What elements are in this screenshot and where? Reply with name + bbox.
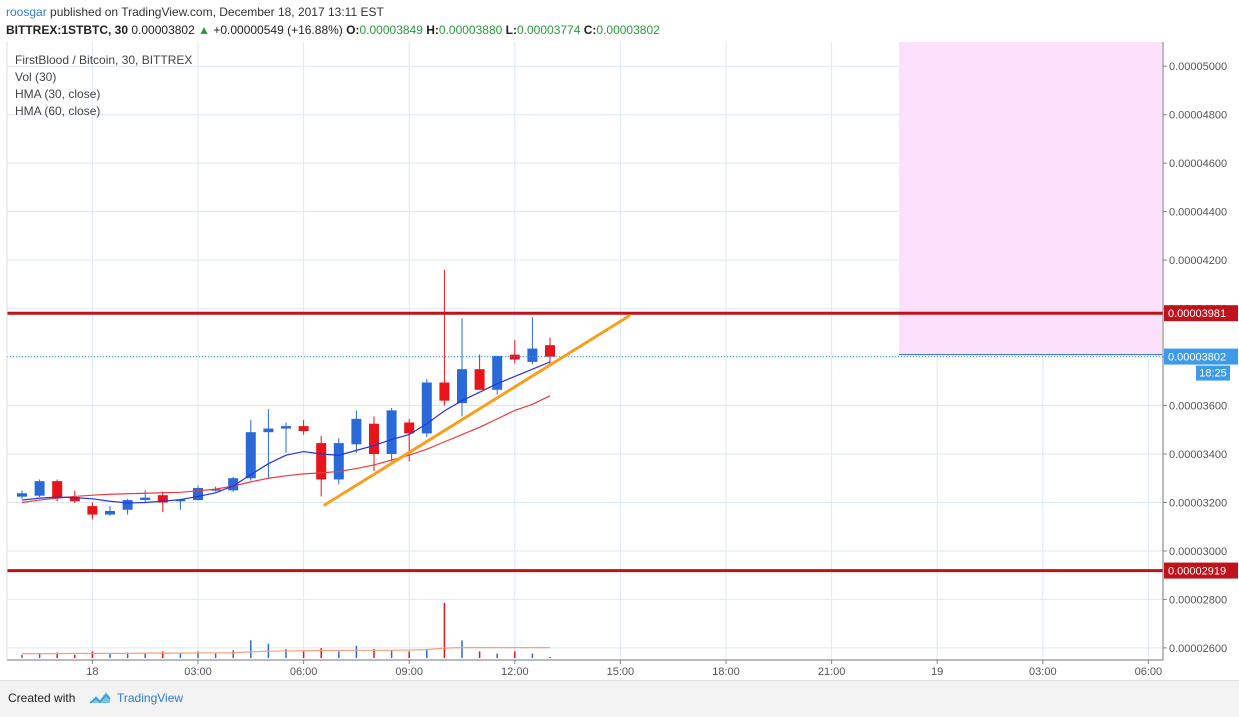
candle-body — [69, 497, 80, 502]
candle-body — [175, 499, 186, 502]
candle-body — [87, 506, 98, 515]
publish-text: published on TradingView.com, December 1… — [50, 5, 384, 19]
candle-body — [140, 497, 151, 501]
candle-body — [105, 510, 115, 515]
candle-body — [17, 493, 27, 497]
y-tick-label: 0.00004800 — [1169, 110, 1227, 122]
candle-body — [457, 369, 467, 404]
chart-overlays — [7, 311, 1163, 573]
symbol-label: BITTREX:1STBTC, 30 — [6, 23, 129, 37]
volume-ma-line — [22, 647, 550, 655]
candle-body — [439, 382, 450, 401]
y-tick-label: 0.00005000 — [1169, 61, 1227, 73]
trendline — [323, 314, 631, 507]
volume-bars — [21, 603, 551, 658]
x-tick-label: 19 — [931, 666, 943, 678]
countdown-label: 18:25 — [1199, 368, 1227, 380]
close-label: C: — [583, 23, 597, 37]
candle-body — [316, 443, 327, 480]
y-tick-label: 0.00003200 — [1169, 497, 1227, 509]
tradingview-logo-icon[interactable] — [88, 689, 112, 707]
hma-60-line — [21, 395, 551, 504]
legend-hma30: HMA (30, close) — [15, 87, 101, 101]
y-tick-label: 0.00003400 — [1169, 449, 1227, 461]
y-tick-label: 0.00003000 — [1169, 546, 1227, 558]
candlesticks — [17, 269, 555, 520]
candle-body — [404, 422, 415, 434]
x-tick-label: 03:00 — [184, 666, 212, 678]
y-tick-label: 0.00003600 — [1169, 401, 1227, 413]
y-tick-label: 0.00004200 — [1169, 255, 1227, 267]
candle-body — [527, 348, 538, 362]
tradingview-brand-link[interactable]: TradingView — [117, 691, 184, 705]
legend-hma60: HMA (60, close) — [15, 104, 101, 118]
resistance-price-label: 0.00003981 — [1168, 308, 1226, 320]
resistance-price-label-bg — [1164, 305, 1238, 322]
x-tick-label: 03:00 — [1029, 666, 1057, 678]
x-tick-label: 15:00 — [607, 666, 635, 678]
candle-body — [263, 428, 274, 433]
candle-body — [545, 345, 555, 357]
candle-body — [351, 418, 362, 445]
candle-body — [281, 426, 291, 429]
support-price-label: 0.00002919 — [1168, 566, 1226, 578]
header-bar: roosgar published on TradingView.com, De… — [0, 0, 1239, 40]
low-value: 0.00003774 — [516, 23, 581, 37]
x-tick-label: 21:00 — [818, 666, 846, 678]
y-tick-label: 0.00004400 — [1169, 207, 1227, 219]
y-tick-label: 0.00004600 — [1169, 158, 1227, 170]
target-zone-rect — [899, 42, 1162, 355]
price-change: +0.00000549 (+16.88%) — [213, 23, 343, 37]
candle-body — [421, 382, 432, 434]
countdown-bg — [1196, 365, 1230, 381]
candle-body — [369, 423, 379, 454]
x-tick-label: 18 — [86, 666, 98, 678]
x-tick-label: 18:00 — [712, 666, 740, 678]
candle-body — [474, 369, 485, 390]
candle-body — [228, 478, 239, 491]
author-link[interactable]: roosgar — [6, 5, 47, 19]
candle-body — [386, 410, 397, 454]
candle-body — [245, 432, 256, 479]
x-tick-label: 09:00 — [395, 666, 423, 678]
current-price-label: 0.00003802 — [1168, 352, 1226, 364]
target-zone — [899, 42, 1162, 355]
created-with-text: Created with — [8, 691, 76, 705]
current-price-label-bg — [1164, 348, 1238, 365]
candle-body — [492, 355, 503, 390]
chart-axes: 0.00002600 0.00002800 0.00003000 0.00003200… — [6, 42, 1238, 678]
low-label: L: — [505, 23, 517, 37]
candle-body — [210, 489, 221, 491]
y-tick-label: 0.00002800 — [1169, 594, 1227, 606]
chart-legend: FirstBlood / Bitcoin, 30, BITTREX Vol (3… — [15, 52, 192, 120]
footer-bar: Created with TradingView — [0, 680, 1239, 717]
hma-30-line — [21, 361, 551, 504]
legend-title: FirstBlood / Bitcoin, 30, BITTREX — [15, 53, 193, 67]
legend-volume: Vol (30) — [15, 70, 57, 84]
close-value: 0.00003802 — [596, 23, 660, 37]
open-label: O: — [346, 23, 360, 37]
candle-body — [333, 443, 344, 480]
candle-body — [52, 481, 63, 499]
support-price-label-bg — [1164, 562, 1238, 579]
high-label: H: — [426, 23, 439, 37]
ohlc-line: BITTREX:1STBTC, 30 0.00003802 ▲ +0.00000… — [6, 23, 660, 37]
candle-body — [34, 481, 45, 496]
publish-line: roosgar published on TradingView.com, De… — [6, 5, 384, 19]
up-arrow-icon: ▲ — [198, 23, 210, 37]
x-tick-label: 12:00 — [501, 666, 529, 678]
candle-body — [122, 500, 133, 510]
candle-body — [298, 426, 309, 431]
price-chart[interactable]: 0.00002600 0.00002800 0.00003000 0.00003200… — [0, 0, 1239, 680]
high-value: 0.00003880 — [438, 23, 503, 37]
y-tick-label: 0.00002600 — [1169, 643, 1227, 655]
candle-body — [193, 487, 203, 501]
open-value: 0.00003849 — [359, 23, 423, 37]
last-price: 0.00003802 — [131, 23, 195, 37]
x-tick-label: 06:00 — [1135, 666, 1163, 678]
x-tick-label: 06:00 — [290, 666, 318, 678]
candle-body — [157, 495, 168, 503]
